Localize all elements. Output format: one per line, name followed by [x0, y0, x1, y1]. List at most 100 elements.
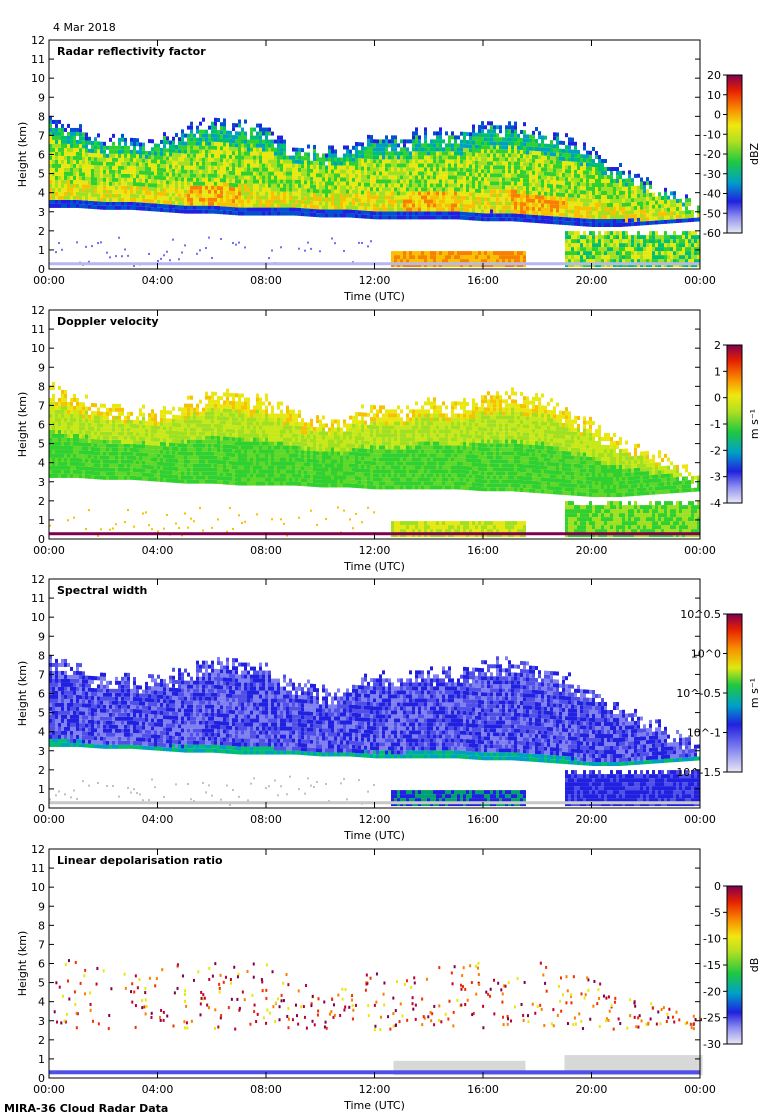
data-cell	[223, 146, 226, 151]
data-cell	[670, 251, 673, 256]
data-cell	[223, 202, 226, 207]
data-cell	[628, 182, 631, 187]
data-cell	[490, 165, 493, 170]
data-cell	[520, 259, 523, 264]
data-cell	[433, 155, 436, 160]
data-cell	[505, 125, 508, 130]
data-cell	[538, 219, 541, 224]
data-cell	[484, 251, 487, 256]
data-cell	[193, 133, 196, 138]
data-cell	[550, 216, 553, 221]
data-cell	[199, 121, 202, 126]
data-cell	[151, 155, 154, 160]
data-cell	[640, 193, 643, 198]
data-cell	[481, 185, 484, 190]
data-cell	[631, 190, 634, 195]
x-tick-label: 00:00	[684, 274, 716, 287]
data-cell	[631, 206, 634, 211]
data-cell	[433, 175, 436, 180]
data-cell	[532, 198, 535, 203]
data-cell	[463, 187, 466, 192]
data-cell	[550, 148, 553, 153]
data-cell	[595, 259, 598, 264]
data-cell	[118, 205, 121, 210]
data-cell	[142, 150, 145, 155]
data-cell	[556, 132, 559, 137]
data-cell	[301, 200, 304, 205]
data-cell	[97, 201, 100, 206]
data-cell	[472, 184, 475, 189]
data-cell	[268, 199, 271, 204]
data-cell	[226, 158, 229, 163]
data-cell	[88, 180, 91, 185]
data-cell	[58, 163, 61, 168]
data-cell	[205, 193, 208, 198]
data-cell	[385, 195, 388, 200]
data-cell	[175, 144, 178, 149]
data-cell	[268, 167, 271, 172]
data-cell	[76, 191, 79, 196]
data-cell	[454, 191, 457, 196]
data-cell	[271, 195, 274, 200]
data-cell	[550, 188, 553, 193]
data-cell	[166, 200, 169, 205]
data-cell	[322, 177, 325, 182]
data-cell	[163, 200, 166, 205]
data-cell	[553, 132, 556, 137]
data-cell	[88, 454, 91, 459]
data-cell	[367, 138, 370, 143]
data-cell	[289, 179, 292, 184]
data-cell	[85, 180, 88, 185]
data-cell	[541, 187, 544, 192]
data-cell	[463, 155, 466, 160]
data-cell	[451, 163, 454, 168]
data-cell	[517, 157, 520, 162]
data-cell	[619, 182, 622, 187]
data-cell	[49, 413, 52, 418]
data-cell	[169, 180, 172, 185]
data-cell	[349, 205, 352, 210]
data-cell	[649, 212, 652, 217]
data-cell	[232, 187, 235, 192]
data-cell	[640, 209, 643, 214]
data-cell	[199, 161, 202, 166]
data-cell	[304, 184, 307, 189]
data-cell	[70, 469, 73, 474]
data-cell	[463, 183, 466, 188]
data-cell	[517, 197, 520, 202]
data-cell	[109, 193, 112, 198]
data-cell	[130, 169, 133, 174]
data-cell	[652, 216, 655, 221]
data-cell	[658, 243, 661, 248]
data-cell	[316, 185, 319, 190]
data-cell	[673, 231, 676, 236]
data-cell	[547, 171, 550, 176]
data-cell	[343, 209, 346, 214]
data-cell	[118, 137, 121, 142]
data-cell	[586, 206, 589, 211]
data-cell	[130, 193, 133, 198]
data-cell	[382, 191, 385, 196]
data-cell	[430, 147, 433, 152]
data-cell	[616, 251, 619, 256]
data-cell	[619, 239, 622, 244]
data-cell	[580, 166, 583, 171]
data-cell	[625, 186, 628, 191]
data-cell	[355, 178, 358, 183]
data-cell	[469, 251, 472, 256]
data-cell	[517, 185, 520, 190]
data-cell	[145, 154, 148, 159]
data-cell	[640, 221, 643, 226]
data-cell	[535, 215, 538, 220]
data-cell	[370, 199, 373, 204]
data-cell	[373, 187, 376, 192]
data-cell	[526, 134, 529, 139]
data-cell	[271, 249, 273, 252]
data-cell	[421, 175, 424, 180]
data-cell	[409, 171, 412, 176]
data-cell	[163, 172, 166, 177]
data-cell	[607, 203, 610, 208]
data-cell	[463, 203, 466, 208]
data-cell	[496, 153, 499, 158]
data-cell	[190, 161, 193, 166]
